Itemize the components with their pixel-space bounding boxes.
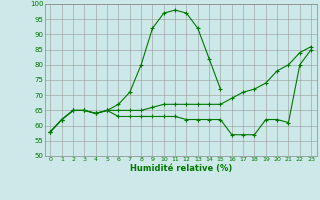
X-axis label: Humidité relative (%): Humidité relative (%) <box>130 164 232 173</box>
